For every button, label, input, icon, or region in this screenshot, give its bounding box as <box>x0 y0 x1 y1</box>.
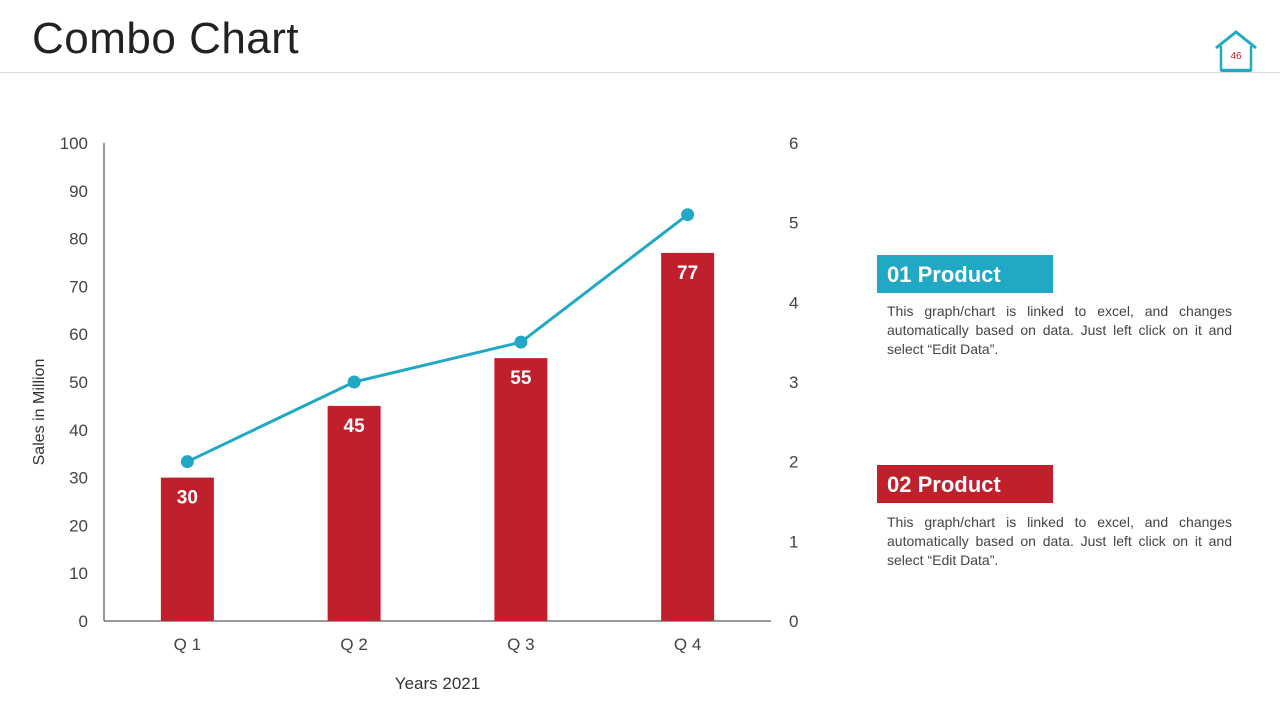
trend-point <box>681 208 695 222</box>
trend-line <box>186 213 689 464</box>
y-tick-label: 10 <box>69 564 88 583</box>
bar-data-label: 45 <box>344 416 366 437</box>
bar-data-label: 30 <box>177 488 198 509</box>
trend-point <box>180 455 194 469</box>
y-tick-label: 70 <box>69 277 88 296</box>
bar <box>327 405 381 621</box>
product-1-label: 01 Product <box>877 255 1053 293</box>
y-tick-label: 50 <box>69 373 88 392</box>
y-tick-label: 30 <box>69 469 88 488</box>
product-2-label: 02 Product <box>877 465 1053 503</box>
y2-tick-label: 3 <box>789 373 798 392</box>
y2-tick-label: 2 <box>789 453 798 472</box>
y-tick-label: 90 <box>69 182 88 201</box>
bar <box>160 477 214 621</box>
product-2-description: This graph/chart is linked to excel, and… <box>887 514 1232 568</box>
x-tick-label: Q 3 <box>507 635 534 654</box>
page-number: 46 <box>1230 51 1242 62</box>
product-1-description: This graph/chart is linked to excel, and… <box>887 303 1232 357</box>
bar-data-label: 55 <box>510 368 532 389</box>
trend-point <box>514 335 528 349</box>
y-tick-label: 60 <box>69 325 88 344</box>
y-tick-label: 0 <box>79 612 88 631</box>
y2-tick-label: 0 <box>789 612 798 631</box>
y2-tick-label: 5 <box>789 214 798 233</box>
trend-point <box>347 375 361 389</box>
y-tick-label: 80 <box>69 230 88 249</box>
y2-tick-label: 1 <box>789 532 798 551</box>
x-tick-label: Q 1 <box>174 635 201 654</box>
y-axis-title: Sales in Million <box>31 359 48 466</box>
y-tick-label: 40 <box>69 421 88 440</box>
x-axis-title: Years 2021 <box>395 674 480 693</box>
slide-title: Combo Chart <box>32 14 300 63</box>
x-tick-label: Q 4 <box>674 635 701 654</box>
header-divider <box>0 72 1280 73</box>
bar <box>494 358 548 621</box>
y-tick-label: 20 <box>69 516 88 535</box>
y-tick-label: 100 <box>60 134 88 153</box>
y2-tick-label: 6 <box>789 134 798 153</box>
x-tick-label: Q 2 <box>340 635 367 654</box>
bar-data-label: 77 <box>677 263 698 284</box>
y2-tick-label: 4 <box>789 293 798 312</box>
bar <box>661 252 715 621</box>
home-icon[interactable] <box>1214 30 1258 74</box>
